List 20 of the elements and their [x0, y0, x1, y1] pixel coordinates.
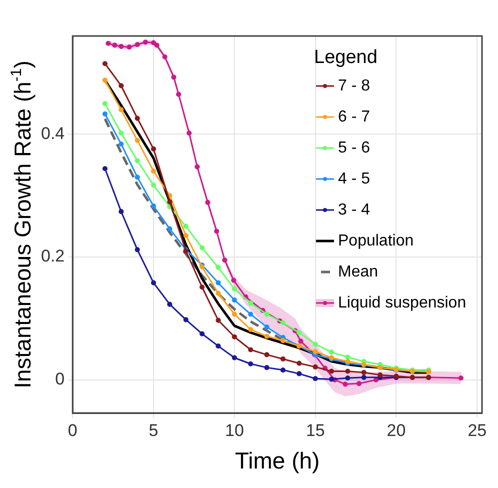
y-tick-label: 0.2	[40, 246, 65, 266]
x-tick-label: 15	[306, 420, 325, 440]
x-tick-label: 20	[386, 420, 406, 440]
legend-title: Legend	[314, 47, 378, 68]
x-tick-label: 25	[468, 420, 487, 440]
legend-label: 4 - 5	[338, 170, 370, 188]
y-tick-label: 0	[55, 370, 65, 389]
legend-label: Mean	[338, 263, 378, 280]
legend-label: Population	[338, 232, 414, 250]
legend-label: 5 - 6	[338, 139, 370, 156]
legend-label: Liquid suspension	[338, 294, 466, 312]
legend-label: 6 - 7	[338, 108, 370, 126]
legend-label: 3 - 4	[338, 201, 370, 218]
x-axis-title: Time (h)	[234, 448, 320, 474]
legend-label: 7 - 8	[338, 77, 370, 94]
x-tick-label: 0	[68, 420, 78, 440]
y-axis-title: Instantaneous Growth Rate (h-1)	[8, 60, 36, 388]
x-tick-label: 5	[148, 420, 158, 440]
x-tick-label: 10	[224, 420, 244, 440]
y-tick-label: 0.4	[40, 124, 65, 143]
